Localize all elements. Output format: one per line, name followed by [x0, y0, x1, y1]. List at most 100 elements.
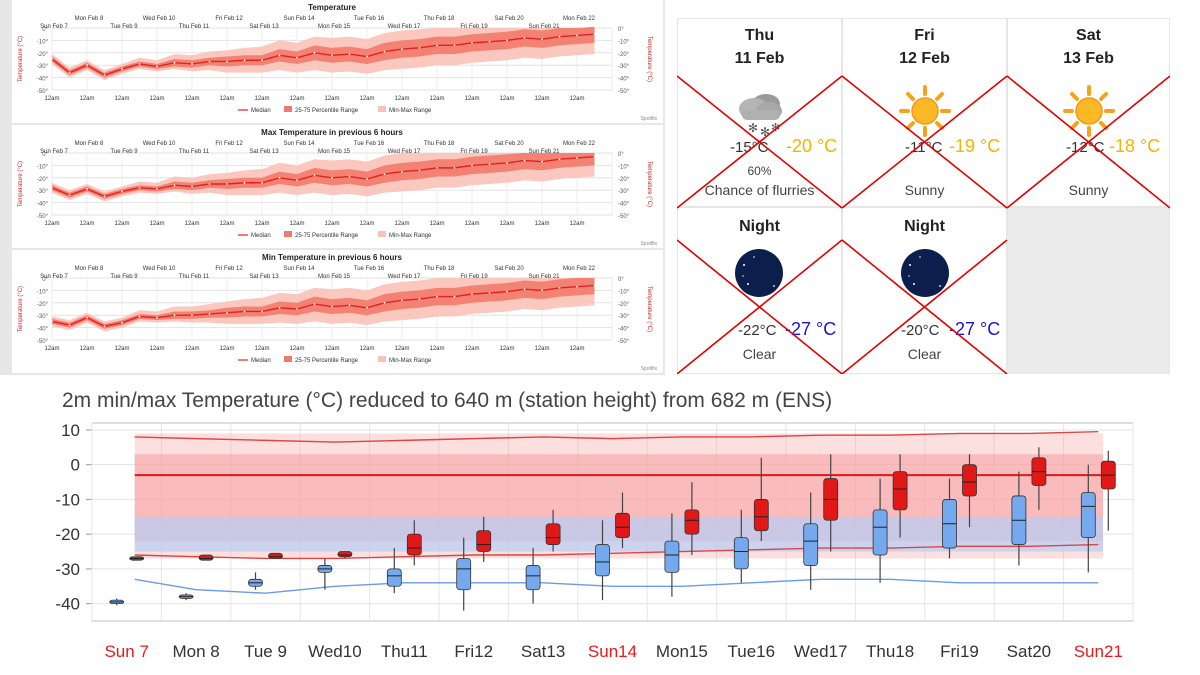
median-point	[261, 59, 263, 62]
median-point	[261, 181, 263, 184]
legend-minmax: Min-Max Range	[389, 358, 432, 364]
y2-tick-label: -10°	[618, 39, 630, 45]
x-tick-label: 12am	[499, 346, 514, 352]
median-point	[576, 157, 578, 159]
night-label: Night	[904, 218, 945, 235]
median-point	[348, 53, 351, 55]
median-point	[296, 56, 298, 59]
x-tick-label: Sun21	[1074, 642, 1123, 661]
legend-percentile: 25-75 Percentile Range	[295, 108, 359, 114]
x-tick-label: 12am	[394, 221, 409, 227]
x-tick-label: 12am	[219, 96, 234, 102]
x-top-tick-label: Sun Feb 7	[40, 274, 68, 280]
x-tick-label: Sat13	[521, 642, 565, 661]
y2-axis-label: Temperature (°C)	[646, 161, 652, 207]
x-tick-label: 12am	[359, 221, 374, 227]
y-tick-label: -40	[55, 595, 80, 614]
legend-minmax: Min-Max Range	[389, 108, 432, 114]
x-tick-label: 12am	[534, 221, 549, 227]
median-point	[68, 71, 71, 74]
median-point	[488, 291, 491, 294]
max-temp-box	[406, 533, 422, 556]
x-top-tick-label: Mon Feb 15	[318, 274, 351, 280]
x-tick-label: Tue 9	[244, 642, 287, 661]
median-point	[593, 284, 596, 287]
max-temp-box	[268, 552, 283, 559]
x-tick-label: 12am	[44, 221, 59, 227]
y2-tick-label: 0°	[618, 152, 624, 158]
median-point	[103, 195, 106, 198]
x-top-tick-label: Sat Feb 13	[249, 274, 279, 280]
condition-text: Sunny	[1068, 182, 1109, 198]
median-point	[103, 325, 106, 328]
condition-text: Clear	[907, 346, 942, 362]
min-temp-box	[386, 568, 402, 587]
x-tick-label: 12am	[79, 96, 94, 102]
y-tick-label: 10	[61, 421, 80, 440]
legend-percentile: 25-75 Percentile Range	[295, 233, 359, 239]
median-point	[226, 183, 228, 185]
x-top-tick-label: Thu Feb 18	[424, 266, 455, 272]
x-tick-label: Fri12	[454, 642, 493, 661]
x-tick-label: Sun14	[588, 642, 637, 661]
median-point	[453, 295, 456, 298]
corrected-temperature: -27 °C	[785, 319, 837, 339]
median-point	[576, 285, 578, 288]
x-top-tick-label: Sat Feb 13	[249, 24, 279, 30]
y-axis-label: Temperature (°C)	[18, 36, 24, 82]
y2-tick-label: -10°	[618, 289, 630, 295]
x-top-tick-label: Sat Feb 20	[494, 266, 524, 272]
y-tick-label: -10°	[37, 164, 49, 170]
x-tick-label: 12am	[289, 221, 304, 227]
min-temp-box	[803, 523, 819, 566]
x-tick-label: 12am	[324, 96, 339, 102]
y-tick-label: -20°	[37, 302, 49, 308]
median-point	[523, 159, 526, 162]
median-point	[121, 68, 123, 70]
y2-tick-label: -20°	[618, 302, 630, 308]
x-top-tick-label: Mon Feb 8	[75, 16, 104, 22]
median-point	[453, 44, 456, 47]
y2-axis-label: Temperature (°C)	[646, 36, 652, 82]
x-top-tick-label: Wed Feb 17	[388, 24, 421, 30]
x-tick-label: 12am	[569, 221, 584, 227]
night-label: Night	[739, 218, 780, 235]
moon-icon	[901, 249, 949, 297]
max-temp-box	[684, 509, 700, 535]
y2-tick-label: -40°	[618, 77, 630, 83]
chart-title: 2m min/max Temperature (°C) reduced to 6…	[62, 389, 832, 412]
forecast-empty-cell	[1008, 208, 1169, 373]
x-tick-label: Tue16	[728, 642, 776, 661]
y-tick-label: -30	[55, 560, 80, 579]
corrected-temperature: -19 °C	[949, 136, 1001, 156]
x-tick-label: 12am	[394, 96, 409, 102]
svg-text:✻: ✻	[748, 121, 758, 135]
y2-tick-label: -20°	[618, 177, 630, 183]
median-point	[418, 46, 421, 49]
x-top-tick-label: Sun Feb 14	[283, 266, 315, 272]
median-point	[68, 194, 71, 197]
median-point	[138, 315, 141, 318]
x-tick-label: 12am	[289, 346, 304, 352]
median-point	[541, 38, 543, 41]
median-point	[261, 310, 263, 313]
median-point	[558, 158, 561, 161]
median-point	[558, 287, 561, 289]
original-temperature: -11°C	[905, 139, 943, 156]
corrected-temperature: -20 °C	[786, 136, 838, 156]
x-tick-label: Thu11	[381, 642, 428, 661]
min-temp-box	[664, 540, 680, 573]
condition-text: Chance of flurries	[704, 182, 815, 198]
median-point	[208, 60, 211, 63]
x-tick-label: 12am	[429, 346, 444, 352]
median-point	[243, 181, 246, 184]
chart-title: Temperature	[308, 3, 356, 12]
x-top-tick-label: Fri Feb 12	[215, 16, 243, 22]
x-top-tick-label: Mon Feb 22	[563, 266, 596, 272]
x-top-tick-label: Sun Feb 7	[40, 24, 68, 30]
x-tick-label: 12am	[254, 346, 269, 352]
y2-tick-label: -50°	[618, 339, 630, 345]
min-temp-box	[595, 544, 610, 577]
y-tick-label: -10°	[37, 289, 49, 295]
median-point	[401, 170, 403, 173]
